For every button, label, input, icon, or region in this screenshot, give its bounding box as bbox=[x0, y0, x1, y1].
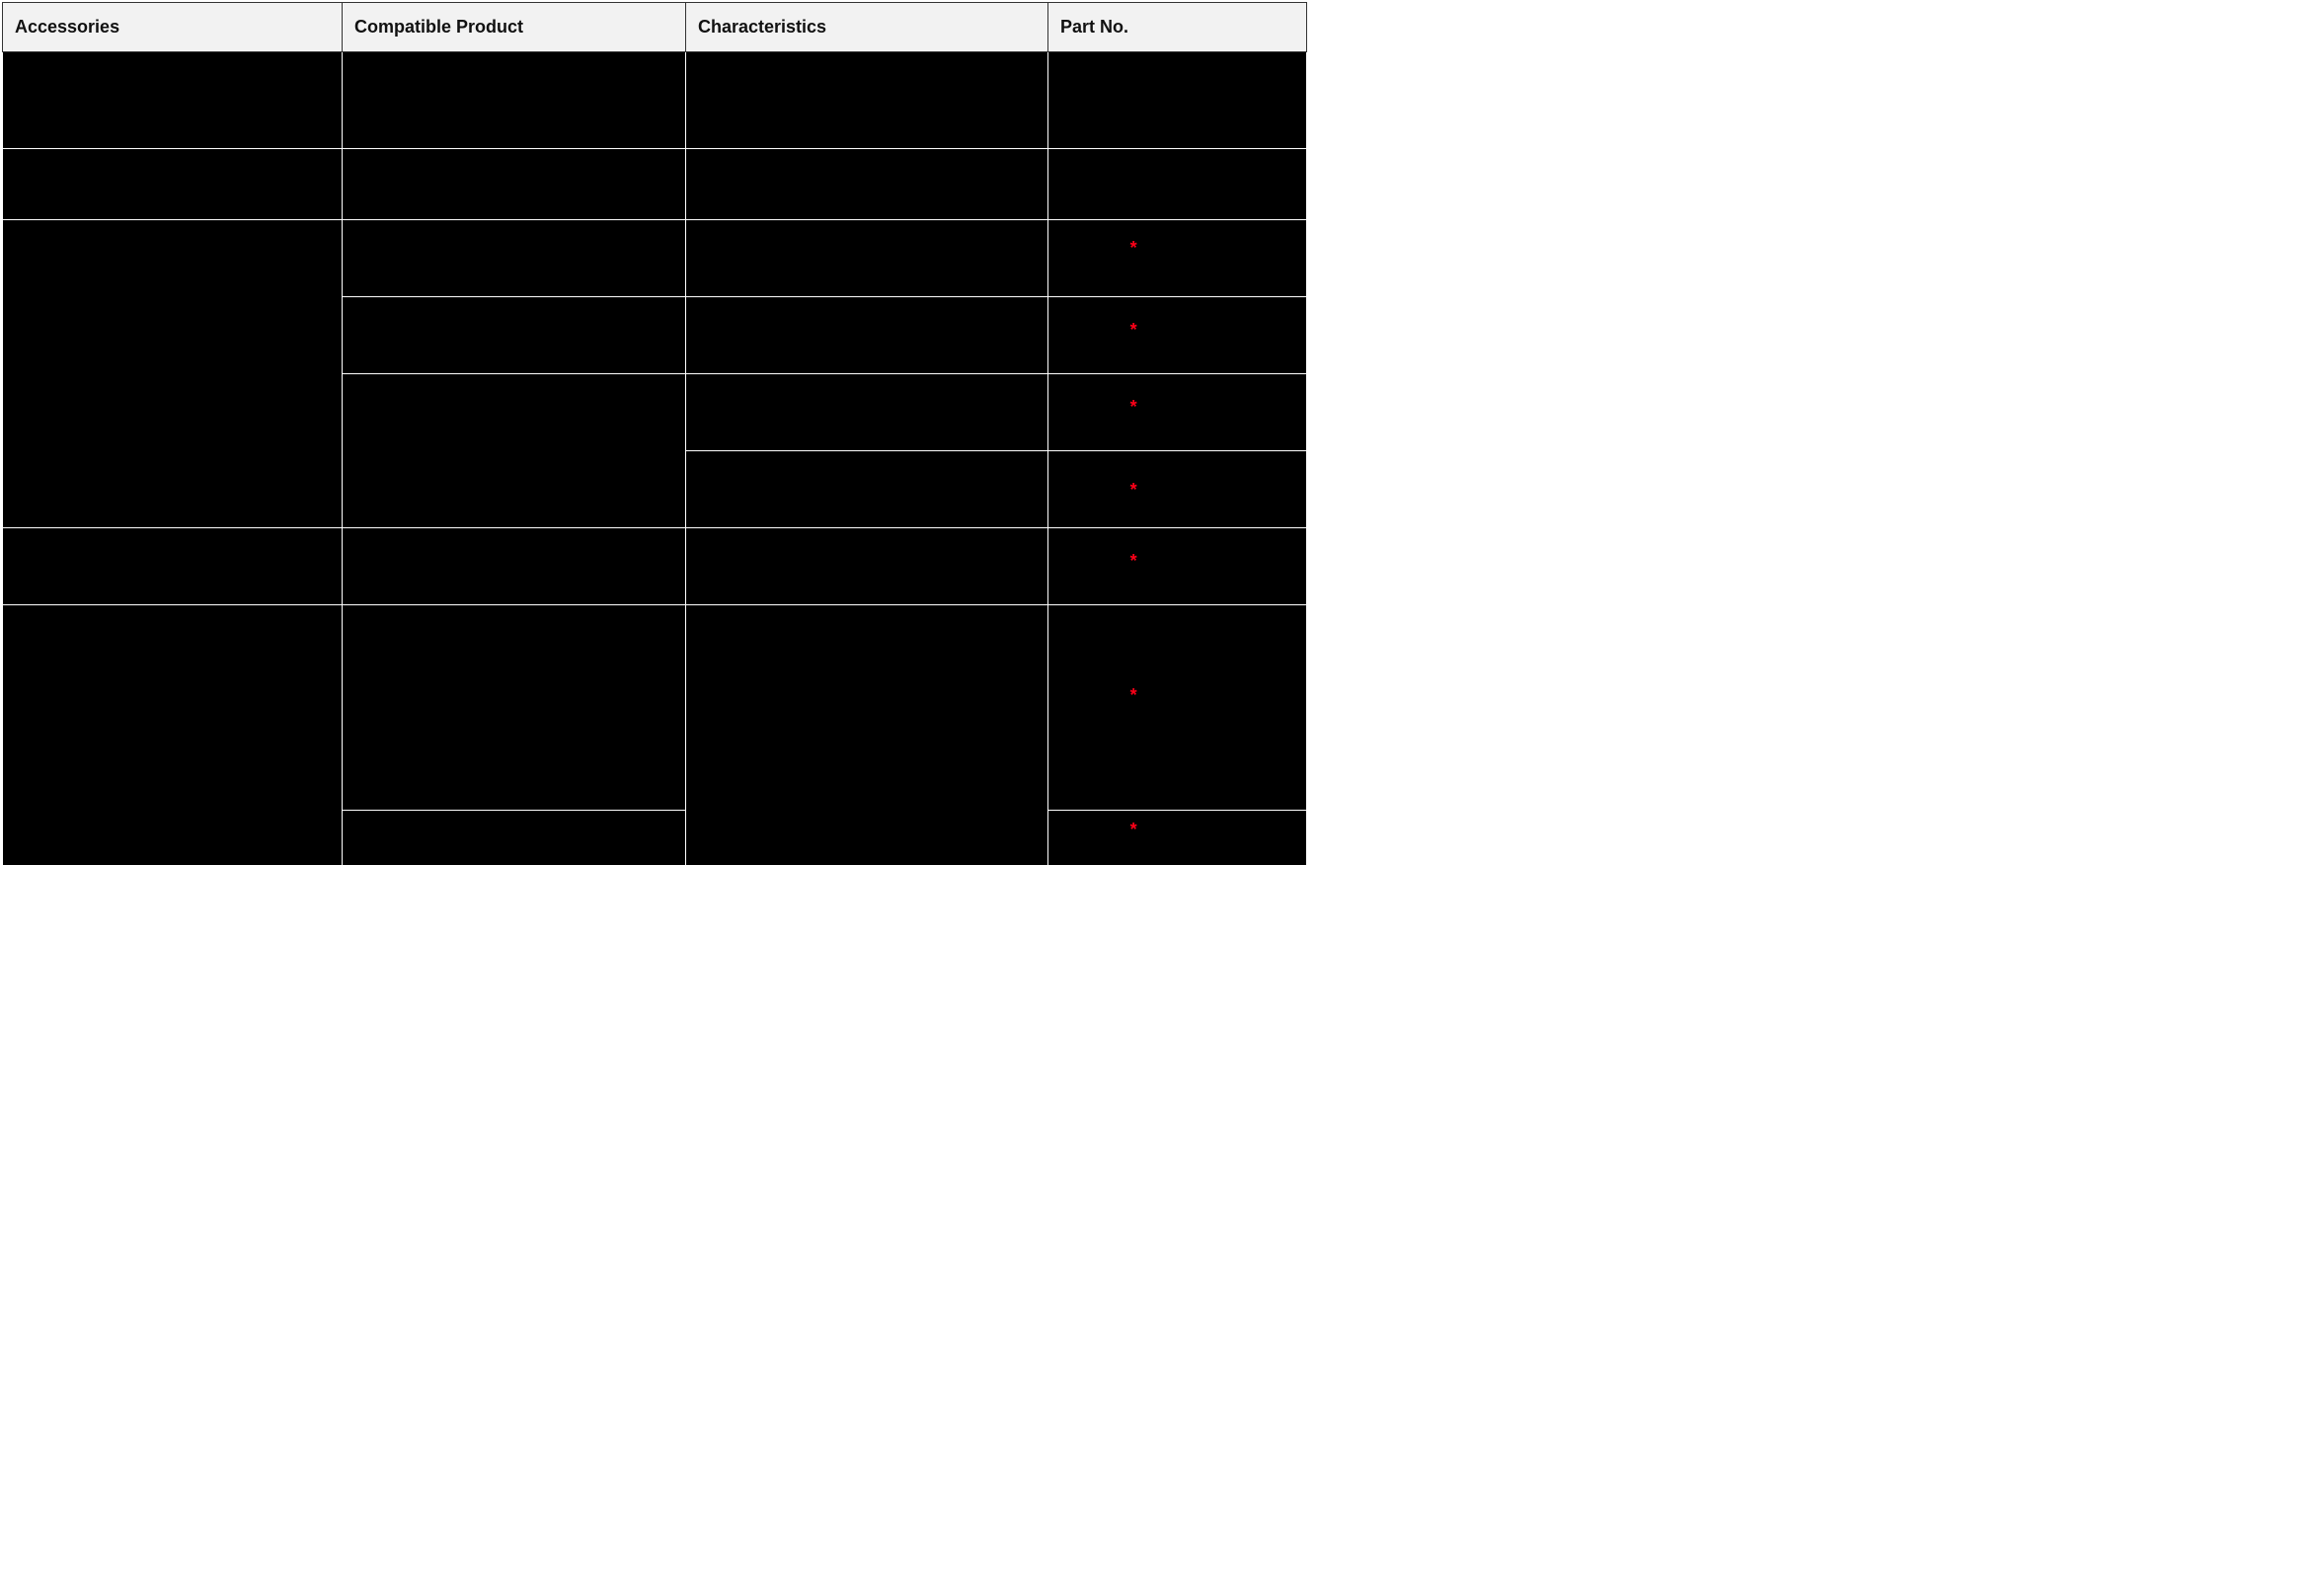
table-cell bbox=[686, 528, 1048, 605]
table-cell bbox=[686, 149, 1048, 220]
table-cell bbox=[3, 220, 343, 528]
table-header-row: AccessoriesCompatible ProductCharacteris… bbox=[3, 3, 1307, 52]
asterisk-icon: * bbox=[1130, 686, 1137, 704]
table-cell bbox=[3, 528, 343, 605]
table-cell: * bbox=[1048, 451, 1307, 528]
asterisk-icon: * bbox=[1130, 481, 1137, 499]
table-cell bbox=[343, 605, 686, 811]
asterisk-icon: * bbox=[1130, 398, 1137, 416]
asterisk-icon: * bbox=[1130, 821, 1137, 838]
asterisk-icon: * bbox=[1130, 239, 1137, 257]
table-cell bbox=[343, 52, 686, 149]
table-row bbox=[3, 149, 1307, 220]
table-cell bbox=[686, 605, 1048, 866]
table-cell: * bbox=[1048, 374, 1307, 451]
table-cell bbox=[3, 52, 343, 149]
table-cell bbox=[686, 52, 1048, 149]
col-header-1: Compatible Product bbox=[343, 3, 686, 52]
col-header-0: Accessories bbox=[3, 3, 343, 52]
table-cell bbox=[686, 374, 1048, 451]
table-cell bbox=[1048, 149, 1307, 220]
table-cell bbox=[343, 220, 686, 297]
table-cell bbox=[343, 149, 686, 220]
table-cell bbox=[343, 528, 686, 605]
table-cell bbox=[343, 297, 686, 374]
table-cell bbox=[1048, 52, 1307, 149]
table-cell bbox=[686, 220, 1048, 297]
col-header-3: Part No. bbox=[1048, 3, 1307, 52]
table-row: * bbox=[3, 528, 1307, 605]
table-row: * bbox=[3, 220, 1307, 297]
table-cell bbox=[343, 374, 686, 528]
col-header-2: Characteristics bbox=[686, 3, 1048, 52]
page: AccessoriesCompatible ProductCharacteris… bbox=[0, 0, 2324, 1572]
table-cell bbox=[686, 451, 1048, 528]
asterisk-icon: * bbox=[1130, 321, 1137, 339]
asterisk-icon: * bbox=[1130, 552, 1137, 570]
table-cell: * bbox=[1048, 297, 1307, 374]
table-cell bbox=[3, 149, 343, 220]
table-row bbox=[3, 52, 1307, 149]
table-cell bbox=[3, 605, 343, 866]
table-cell: * bbox=[1048, 220, 1307, 297]
table-cell bbox=[686, 297, 1048, 374]
accessories-table: AccessoriesCompatible ProductCharacteris… bbox=[2, 2, 1307, 866]
table-cell: * bbox=[1048, 605, 1307, 811]
table-body: * * * * * * * bbox=[3, 52, 1307, 866]
table-cell bbox=[343, 811, 686, 866]
table-cell: * bbox=[1048, 528, 1307, 605]
table-cell: * bbox=[1048, 811, 1307, 866]
table-row: * bbox=[3, 605, 1307, 811]
